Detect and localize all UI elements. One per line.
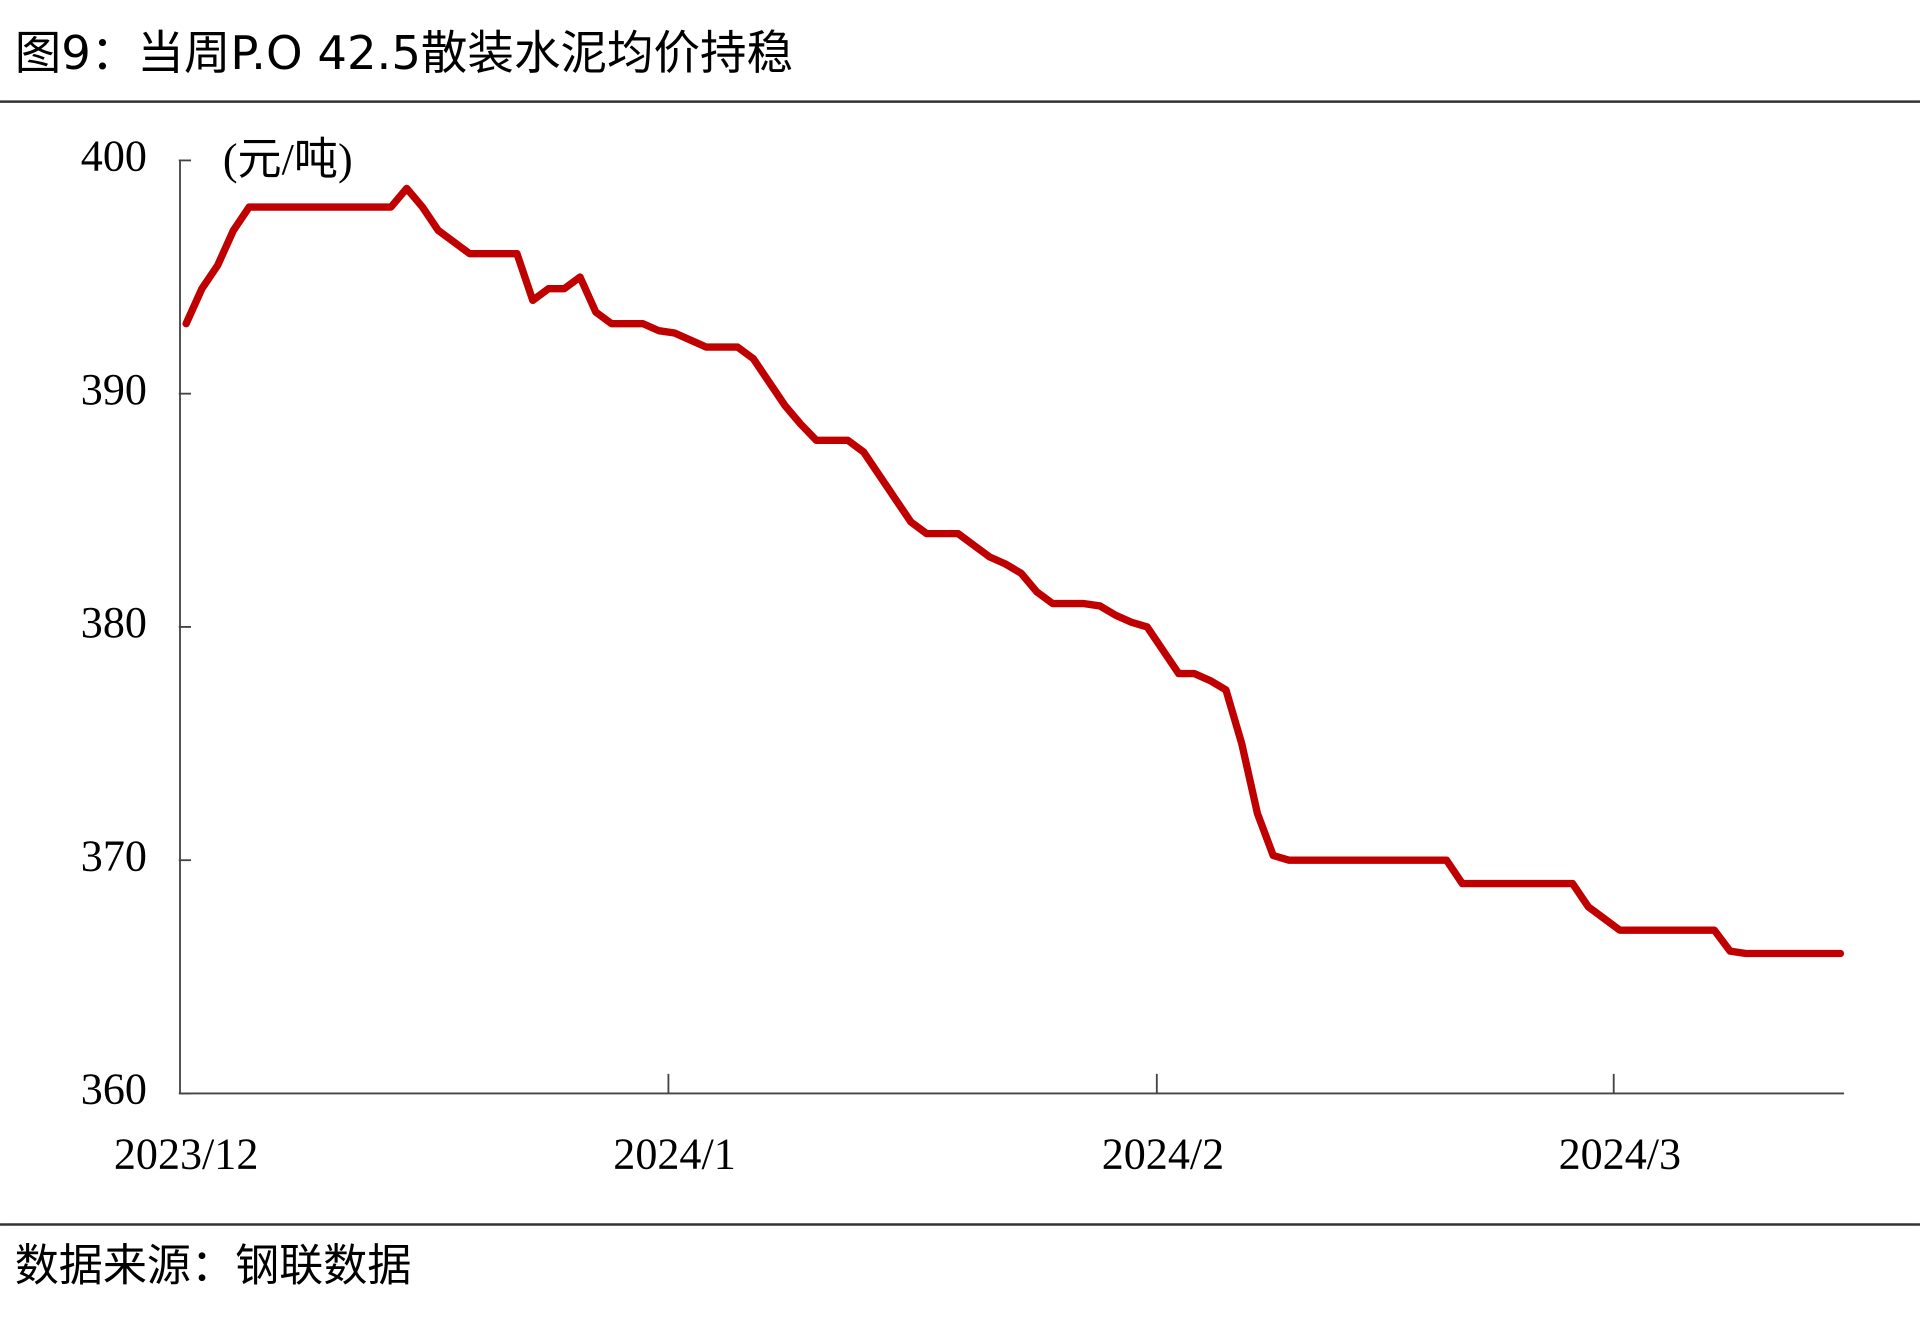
price-line [182, 184, 1845, 958]
x-tick-label: 2024/1 [613, 1129, 735, 1178]
chart-title: 图9：当周P.O 42.5散装水泥均价持稳 [15, 26, 793, 80]
source-note: 数据来源：钢联数据 [15, 1241, 412, 1292]
x-tick-label: 2024/2 [1102, 1129, 1224, 1178]
x-tick-label: 2023/12 [114, 1129, 258, 1178]
x-tick-label: 2024/3 [1559, 1129, 1681, 1178]
y-tick-label: 390 [81, 365, 147, 414]
y-tick-label: 380 [81, 598, 147, 647]
y-tick-label: 360 [81, 1065, 147, 1114]
y-tick-label: 400 [81, 132, 147, 181]
y-axis-unit: (元/吨) [223, 135, 353, 184]
y-tick-label: 370 [81, 831, 147, 880]
